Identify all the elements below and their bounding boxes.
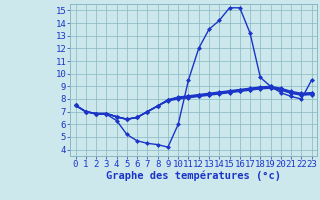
X-axis label: Graphe des températures (°c): Graphe des températures (°c) bbox=[106, 171, 281, 181]
